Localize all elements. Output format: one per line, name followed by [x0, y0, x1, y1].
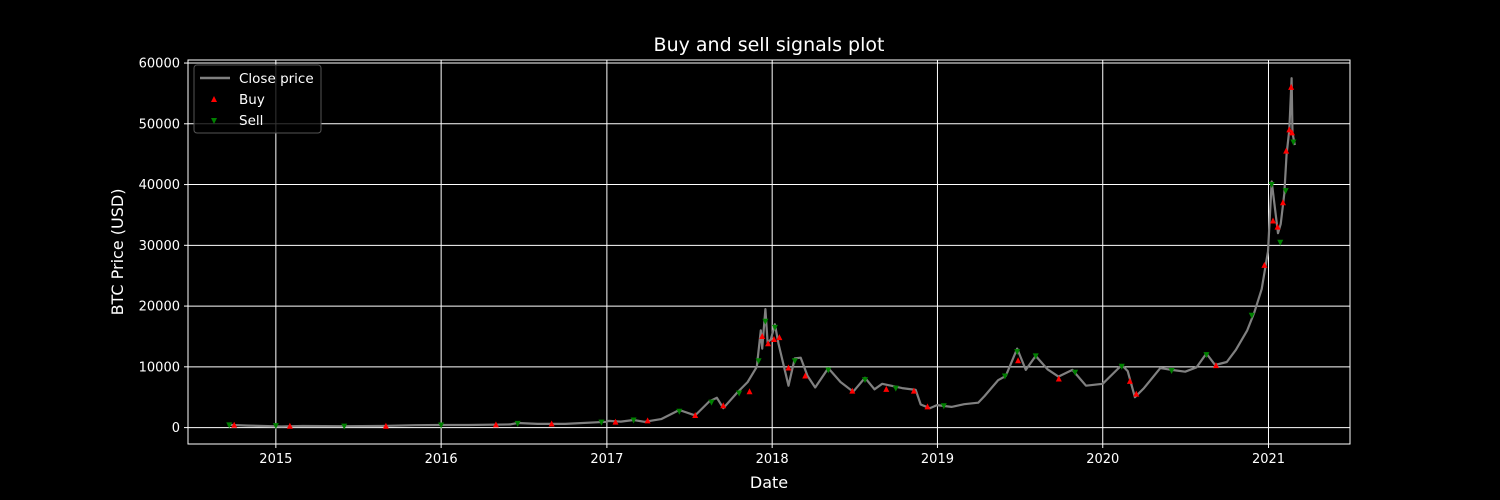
buy-marker [720, 402, 727, 409]
buy-marker [1270, 217, 1277, 224]
buy-marker [802, 372, 809, 379]
buy-marker [776, 334, 783, 341]
legend-buy-label: Buy [239, 92, 265, 108]
sell-marker [1072, 369, 1079, 376]
sell-marker [771, 324, 778, 331]
sell-marker [1014, 349, 1021, 356]
buy-marker [1274, 223, 1281, 230]
buy-marker [1055, 375, 1062, 382]
buy-marker [924, 403, 931, 410]
y-tick-label: 60000 [139, 57, 180, 72]
legend: Close price Buy Sell [193, 64, 322, 134]
plot-frame [187, 59, 1351, 445]
buy-marker [785, 364, 792, 371]
legend-close-label: Close price [239, 71, 314, 87]
sell-marker [791, 358, 798, 365]
y-tick-label: 50000 [139, 117, 180, 132]
y-tick-label: 10000 [139, 360, 180, 375]
legend-sell-label: Sell [239, 113, 263, 129]
sell-marker [1032, 353, 1039, 360]
x-tick-label: 2019 [921, 452, 954, 467]
sell-marker [341, 423, 348, 430]
sell-marker [736, 390, 743, 397]
series-layer [226, 77, 1297, 430]
sell-marker [598, 419, 605, 426]
sell-marker [1290, 139, 1297, 146]
sell-marker [514, 420, 521, 427]
buy-marker [1212, 362, 1219, 369]
y-tick-label: 30000 [139, 239, 180, 254]
buy-marker [883, 385, 890, 392]
buy-marker [1286, 126, 1293, 133]
sell-marker [762, 318, 769, 325]
sell-marker [630, 417, 637, 424]
x-tick-label: 2016 [425, 452, 458, 467]
y-tick-label: 40000 [139, 178, 180, 193]
x-tick-label: 2015 [259, 452, 292, 467]
sell-marker [272, 423, 279, 430]
buy-marker [746, 388, 753, 395]
x-axis-label: Date [750, 473, 788, 492]
sell-marker [1168, 367, 1175, 374]
buy-marker [612, 418, 619, 425]
buy-marker [1288, 83, 1295, 90]
buy-marker [692, 411, 699, 418]
y-axis-label: BTC Price (USD) [108, 189, 127, 316]
buy-marker [1289, 129, 1296, 136]
sell-marker [1268, 182, 1275, 189]
chart-title: Buy and sell signals plot [654, 34, 885, 56]
legend-sell-swatch [211, 118, 217, 124]
sell-marker [940, 403, 947, 410]
buy-marker [548, 420, 555, 427]
buy-marker [1133, 390, 1140, 397]
legend-buy-swatch [211, 96, 217, 102]
buy-marker [1279, 199, 1286, 206]
grid-layer [188, 60, 1350, 444]
x-tick-label: 2017 [590, 452, 623, 467]
buy-marker [759, 332, 766, 339]
sell-marker [825, 367, 832, 374]
buy-marker [765, 340, 772, 347]
sell-marker [708, 399, 715, 406]
sell-marker [1277, 239, 1284, 246]
buy-marker [286, 422, 293, 429]
x-tick-label: 2021 [1252, 452, 1285, 467]
buy-marker [1015, 357, 1022, 364]
buy-marker [231, 421, 238, 428]
y-tick-label: 20000 [139, 300, 180, 315]
sell-marker [1203, 352, 1210, 359]
buy-marker [1126, 377, 1133, 384]
tick-layer: 2015 2016 2017 2018 2019 2020 2021 0 10000 20000 3… [139, 57, 1285, 467]
sell-marker [226, 422, 233, 429]
sell-marker [676, 408, 683, 415]
buy-marker [644, 417, 651, 424]
x-tick-label: 2018 [756, 452, 789, 467]
buy-marker [1261, 261, 1268, 268]
sell-marker [1282, 188, 1289, 195]
buy-marker [1283, 147, 1290, 154]
sell-marker [1001, 373, 1008, 380]
buy-marker [492, 421, 499, 428]
buy-marker [849, 387, 856, 394]
buy-marker [910, 387, 917, 394]
sell-marker [438, 422, 445, 429]
buy-marker [382, 422, 389, 429]
y-tick-label: 0 [172, 421, 180, 436]
sell-marker [892, 385, 899, 392]
sell-marker [1118, 363, 1125, 370]
buy-marker [770, 335, 777, 342]
legend-box [193, 64, 322, 134]
x-tick-label: 2020 [1086, 452, 1119, 467]
sell-marker [755, 358, 762, 365]
sell-marker [862, 377, 869, 384]
sell-marker [1248, 312, 1255, 319]
